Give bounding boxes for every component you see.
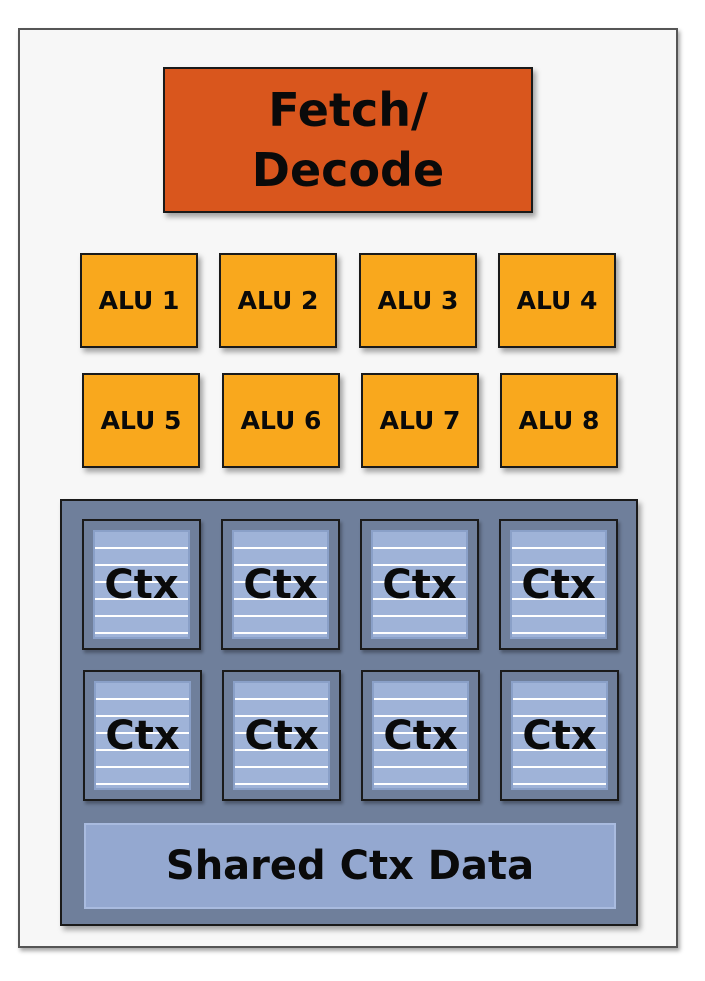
context-cell-4: Ctx bbox=[499, 519, 618, 650]
context-cell-7: Ctx bbox=[361, 670, 480, 801]
context-storage-region: Ctx Ctx Ctx Ctx Ctx Ctx Ctx Ctx Shared C… bbox=[60, 499, 638, 926]
context-cell-5: Ctx bbox=[83, 670, 202, 801]
context-cell-1: Ctx bbox=[82, 519, 201, 650]
context-cell-6: Ctx bbox=[222, 670, 341, 801]
context-label: Ctx bbox=[371, 530, 468, 639]
alu-block-2: ALU 2 bbox=[219, 253, 337, 348]
alu-label: ALU 2 bbox=[237, 286, 319, 315]
context-label: Ctx bbox=[372, 681, 469, 790]
alu-block-4: ALU 4 bbox=[498, 253, 616, 348]
alu-label: ALU 8 bbox=[518, 406, 600, 435]
context-label: Ctx bbox=[232, 530, 329, 639]
context-cell-2: Ctx bbox=[221, 519, 340, 650]
alu-label: ALU 1 bbox=[98, 286, 180, 315]
alu-block-6: ALU 6 bbox=[222, 373, 340, 468]
alu-block-1: ALU 1 bbox=[80, 253, 198, 348]
fetch-decode-block: Fetch/ Decode bbox=[163, 67, 533, 213]
context-label: Ctx bbox=[511, 681, 608, 790]
alu-label: ALU 3 bbox=[377, 286, 459, 315]
alu-label: ALU 4 bbox=[516, 286, 598, 315]
alu-label: ALU 7 bbox=[379, 406, 461, 435]
fetch-decode-label-line1: Fetch/ bbox=[268, 83, 428, 137]
context-label: Ctx bbox=[233, 681, 330, 790]
alu-label: ALU 5 bbox=[100, 406, 182, 435]
shared-context-data: Shared Ctx Data bbox=[84, 823, 616, 909]
context-label: Ctx bbox=[94, 681, 191, 790]
alu-block-3: ALU 3 bbox=[359, 253, 477, 348]
alu-block-5: ALU 5 bbox=[82, 373, 200, 468]
context-label: Ctx bbox=[93, 530, 190, 639]
context-cell-3: Ctx bbox=[360, 519, 479, 650]
context-cell-8: Ctx bbox=[500, 670, 619, 801]
alu-block-8: ALU 8 bbox=[500, 373, 618, 468]
alu-block-7: ALU 7 bbox=[361, 373, 479, 468]
context-label: Ctx bbox=[510, 530, 607, 639]
alu-label: ALU 6 bbox=[240, 406, 322, 435]
fetch-decode-label-line2: Decode bbox=[251, 143, 445, 197]
